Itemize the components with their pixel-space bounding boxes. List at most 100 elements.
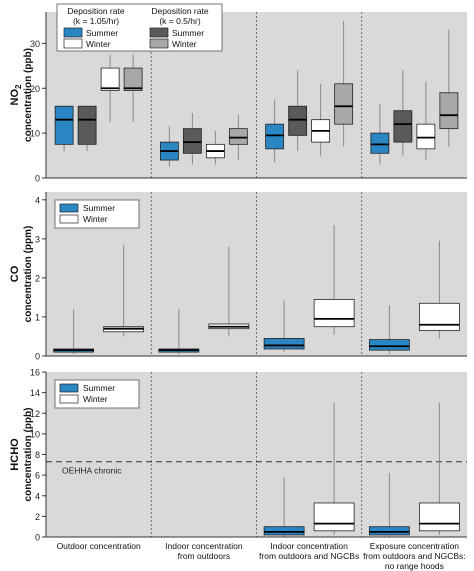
y-tick-label: 10 xyxy=(30,429,40,439)
box-summer xyxy=(263,477,305,537)
box-body xyxy=(288,105,308,136)
y-tick-label: 8 xyxy=(35,450,40,460)
box-body xyxy=(416,123,436,150)
box-winter xyxy=(103,244,145,337)
box-body xyxy=(54,105,74,145)
box-winter_low xyxy=(123,54,143,122)
y-tick-label: 20 xyxy=(30,84,40,94)
y-tick-label: 1 xyxy=(35,312,40,322)
box-summer_low xyxy=(288,70,308,152)
box-body xyxy=(263,526,305,536)
y-tick-label: 0 xyxy=(35,533,40,543)
legend-entry-label: Summer xyxy=(86,28,118,38)
category-label: from outdoors and NGCBs: xyxy=(363,551,466,561)
box-body xyxy=(182,128,202,154)
legend-swatch xyxy=(59,203,79,213)
y-tick-label: 3 xyxy=(35,234,40,244)
category-label: from outdoors and NGCBs xyxy=(259,551,359,561)
category-label: from outdoors xyxy=(178,551,230,561)
box-summer xyxy=(368,305,410,355)
legend-swatch xyxy=(59,214,79,224)
box-winter xyxy=(100,54,120,122)
box-body xyxy=(263,338,305,350)
category-label: Outdoor concentration xyxy=(57,541,141,551)
box-body xyxy=(228,128,248,145)
legend-group2-subtitle: (k = 0.5/hr) xyxy=(159,16,201,26)
box-summer xyxy=(53,309,95,355)
y-axis-label-unit: concentration (ppb) xyxy=(23,48,34,142)
box-body xyxy=(77,105,97,145)
legend-entry-label: Summer xyxy=(83,203,115,213)
y-axis-label-unit: concentration (ppb) xyxy=(23,408,34,502)
y-axis-label-main: CO xyxy=(9,265,21,282)
y-axis-label: NO2 concentration (ppb) xyxy=(9,48,34,142)
box-body xyxy=(418,302,460,332)
box-winter_low xyxy=(439,29,459,147)
box-winter xyxy=(311,83,331,156)
y-tick-label: 0 xyxy=(35,352,40,362)
box-body xyxy=(100,67,120,91)
y-tick-label: 14 xyxy=(30,388,40,398)
box-winter_low xyxy=(228,115,248,161)
box-winter xyxy=(416,81,436,161)
y-tick-label: 0 xyxy=(35,174,40,184)
box-summer_low xyxy=(77,105,97,152)
box-body xyxy=(313,502,355,532)
legend-box xyxy=(56,3,223,52)
legend-entry-label: Winter xyxy=(83,214,108,224)
box-winter xyxy=(418,402,460,535)
category-label: no range hoods xyxy=(385,561,444,571)
box-winter xyxy=(313,402,355,535)
legend-group2-title: Deposition rate xyxy=(151,6,208,16)
y-axis-label-main: HCHO xyxy=(9,438,21,471)
box-winter_low xyxy=(334,20,354,147)
y-axis-label-title: NO2 xyxy=(9,84,23,106)
box-summer xyxy=(263,300,305,353)
y-tick-label: 6 xyxy=(35,471,40,481)
y-tick-label: 4 xyxy=(35,491,40,501)
box-body xyxy=(368,339,410,351)
box-summer xyxy=(368,473,410,537)
box-body xyxy=(370,132,390,154)
box-summer_low xyxy=(393,70,413,156)
box-winter xyxy=(418,240,460,339)
box-summer_low xyxy=(182,112,202,165)
legend-entry-label: Winter xyxy=(172,39,197,49)
legend-entry-label: Winter xyxy=(83,394,108,404)
box-body xyxy=(123,67,143,91)
box-body xyxy=(265,123,285,150)
legend-group1-subtitle: (k = 1.05/hr) xyxy=(73,16,119,26)
y-tick-label: 10 xyxy=(30,129,40,139)
category-label: Exposure concentration xyxy=(370,541,460,551)
y-tick-label: 12 xyxy=(30,409,40,419)
y-axis-label-main: NO xyxy=(9,89,21,106)
panel-3: 0 2 4 6 8 10 12 14 16 HCHO concentration (ppb) OEHH… xyxy=(9,368,467,543)
y-axis-label: CO concentration (ppm) xyxy=(9,226,34,323)
box-winter xyxy=(313,225,355,335)
legend-swatch xyxy=(59,383,79,393)
x-category-labels: Outdoor concentration Indoor concentratio… xyxy=(57,541,466,571)
box-summer xyxy=(159,126,179,167)
y-axis-label-title: CO xyxy=(9,265,21,282)
box-summer xyxy=(265,99,285,163)
y-axis-label: HCHO concentration (ppb) xyxy=(9,408,34,502)
y-axis-label-unit: concentration (ppm) xyxy=(23,226,34,323)
box-body xyxy=(334,83,354,125)
box-body xyxy=(313,298,355,328)
box-winter xyxy=(205,130,225,165)
legend-swatch xyxy=(63,27,83,38)
legend-swatch xyxy=(149,38,169,49)
legend-swatch xyxy=(149,27,169,38)
legend-entry-label: Summer xyxy=(172,28,204,38)
box-body xyxy=(393,110,413,143)
box-summer xyxy=(158,309,200,355)
reference-line-label: OEHHA chronic xyxy=(62,466,122,476)
legend-swatch xyxy=(63,38,83,49)
box-summer xyxy=(370,103,390,165)
y-tick-label: 30 xyxy=(30,39,40,49)
box-body xyxy=(439,92,459,130)
